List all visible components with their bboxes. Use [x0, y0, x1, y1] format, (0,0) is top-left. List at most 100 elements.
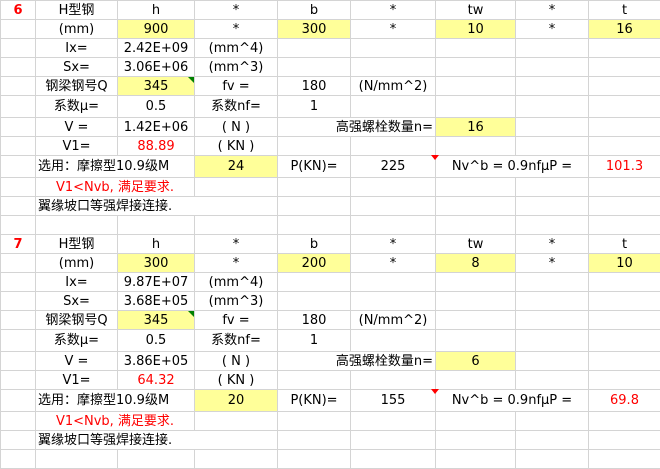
empty-cell[interactable] [1, 20, 36, 39]
cell-p[interactable]: 155 [351, 390, 436, 412]
empty-cell[interactable] [278, 431, 351, 450]
cell-p[interactable]: 225 [351, 156, 436, 178]
empty-cell[interactable] [436, 311, 516, 330]
empty-cell[interactable] [589, 330, 660, 352]
cell-times[interactable]: * [516, 254, 589, 273]
empty-cell[interactable] [589, 96, 660, 118]
cell-nvb-label[interactable]: Nv^b = 0.9nfμP = [436, 156, 589, 178]
empty-cell[interactable] [436, 431, 516, 450]
empty-cell[interactable] [589, 137, 660, 156]
cell-section[interactable]: H型钢 [36, 1, 118, 20]
cell-times[interactable]: * [351, 20, 436, 39]
empty-cell[interactable] [436, 273, 516, 292]
empty-cell[interactable] [1, 156, 36, 178]
cell-h[interactable]: 300 [118, 254, 195, 273]
cell-mu-label[interactable]: 系数μ= [36, 330, 118, 352]
empty-cell[interactable] [589, 178, 660, 197]
cell-check[interactable]: V1<Nvb, 满足要求. [36, 412, 195, 431]
cell-times[interactable]: * [195, 20, 278, 39]
empty-cell[interactable] [589, 216, 660, 235]
cell-t-label[interactable]: t [589, 235, 660, 254]
cell-sx[interactable]: 3.06E+06 [118, 58, 195, 77]
empty-cell[interactable] [436, 371, 516, 390]
cell-tw-label[interactable]: tw [436, 1, 516, 20]
empty-cell[interactable] [589, 197, 660, 216]
empty-cell[interactable] [516, 273, 589, 292]
empty-cell[interactable] [1, 254, 36, 273]
cell-b-label[interactable]: b [278, 1, 351, 20]
empty-cell[interactable] [1, 450, 36, 469]
empty-cell[interactable] [351, 137, 436, 156]
empty-cell[interactable] [1, 39, 36, 58]
cell-times[interactable]: * [195, 235, 278, 254]
cell-steel[interactable]: 345 [118, 311, 195, 330]
cell-v-label[interactable]: V = [36, 118, 118, 137]
empty-cell[interactable] [351, 273, 436, 292]
empty-cell[interactable] [36, 450, 118, 469]
empty-cell[interactable] [589, 431, 660, 450]
empty-cell[interactable] [278, 292, 351, 311]
empty-cell[interactable] [1, 96, 36, 118]
empty-cell[interactable] [516, 137, 589, 156]
cell-nf-label[interactable]: 系数nf= [195, 330, 278, 352]
empty-cell[interactable] [516, 371, 589, 390]
cell-h-label[interactable]: h [118, 1, 195, 20]
empty-cell[interactable] [1, 431, 36, 450]
empty-cell[interactable] [278, 137, 351, 156]
cell-v1-label[interactable]: V1= [36, 137, 118, 156]
empty-cell[interactable] [589, 39, 660, 58]
empty-cell[interactable] [278, 216, 351, 235]
empty-cell[interactable] [436, 96, 516, 118]
cell-h[interactable]: 900 [118, 20, 195, 39]
cell-v1-unit[interactable]: ( KN ) [195, 137, 278, 156]
empty-cell[interactable] [351, 96, 436, 118]
empty-cell[interactable] [589, 412, 660, 431]
cell-times[interactable]: * [195, 1, 278, 20]
cell-steel-label[interactable]: 钢梁钢号Q [36, 311, 118, 330]
cell-ix-label[interactable]: Ix= [36, 273, 118, 292]
cell-steel-label[interactable]: 钢梁钢号Q [36, 77, 118, 96]
cell-n-label[interactable]: 高强螺栓数量n= [278, 352, 436, 371]
cell-bolt[interactable]: 24 [195, 156, 278, 178]
empty-cell[interactable] [351, 371, 436, 390]
cell-sx-unit[interactable]: (mm^3) [195, 58, 278, 77]
empty-cell[interactable] [278, 197, 351, 216]
cell-tw[interactable]: 10 [436, 20, 516, 39]
cell-v-unit[interactable]: ( N ) [195, 118, 278, 137]
empty-cell[interactable] [1, 197, 36, 216]
empty-cell[interactable] [1, 58, 36, 77]
cell-index[interactable]: 7 [1, 235, 36, 254]
empty-cell[interactable] [1, 371, 36, 390]
empty-cell[interactable] [1, 311, 36, 330]
empty-cell[interactable] [278, 39, 351, 58]
cell-section[interactable]: H型钢 [36, 235, 118, 254]
cell-p-label[interactable]: P(KN)= [278, 156, 351, 178]
cell-ix[interactable]: 2.42E+09 [118, 39, 195, 58]
cell-check[interactable]: V1<Nvb, 满足要求. [36, 178, 195, 197]
empty-cell[interactable] [1, 273, 36, 292]
empty-cell[interactable] [195, 216, 278, 235]
cell-v1[interactable]: 88.89 [118, 137, 195, 156]
cell-ix-label[interactable]: Ix= [36, 39, 118, 58]
empty-cell[interactable] [1, 77, 36, 96]
cell-bolt-label[interactable]: 选用：摩擦型10.9级M [36, 390, 195, 412]
cell-v[interactable]: 3.86E+05 [118, 352, 195, 371]
cell-t-label[interactable]: t [589, 1, 660, 20]
empty-cell[interactable] [351, 431, 436, 450]
empty-cell[interactable] [589, 352, 660, 371]
empty-cell[interactable] [589, 371, 660, 390]
empty-cell[interactable] [589, 273, 660, 292]
cell-b[interactable]: 300 [278, 20, 351, 39]
empty-cell[interactable] [118, 216, 195, 235]
empty-cell[interactable] [278, 273, 351, 292]
cell-times[interactable]: * [195, 254, 278, 273]
cell-sx-label[interactable]: Sx= [36, 58, 118, 77]
cell-sx-unit[interactable]: (mm^3) [195, 292, 278, 311]
cell-p-label[interactable]: P(KN)= [278, 390, 351, 412]
cell-nf[interactable]: 1 [278, 330, 351, 352]
cell-steel[interactable]: 345 [118, 77, 195, 96]
empty-cell[interactable] [351, 216, 436, 235]
cell-n[interactable]: 16 [436, 118, 516, 137]
empty-cell[interactable] [1, 330, 36, 352]
cell-v-unit[interactable]: ( N ) [195, 352, 278, 371]
